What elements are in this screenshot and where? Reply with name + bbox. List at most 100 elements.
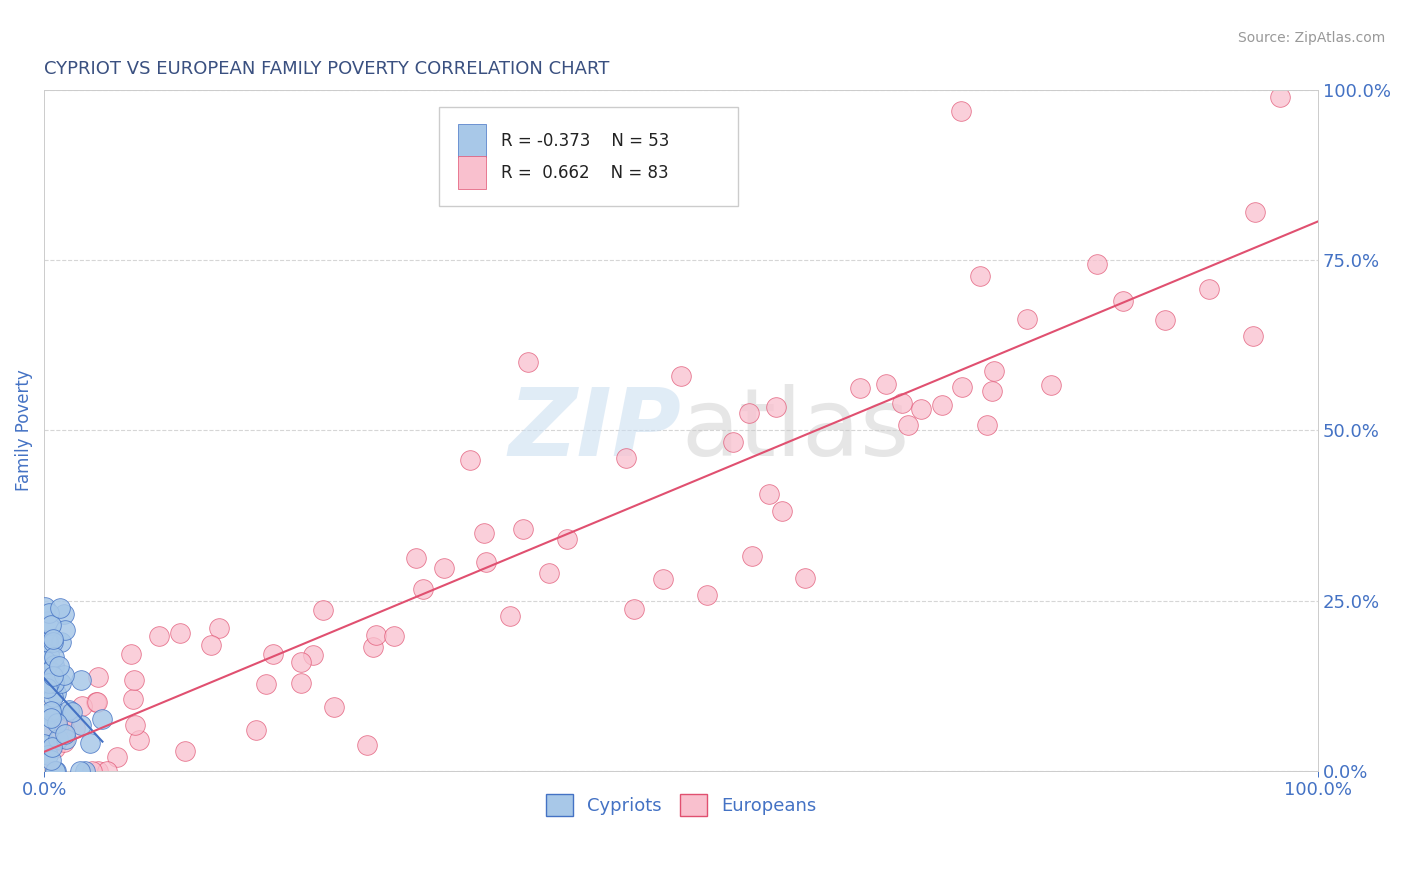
Point <box>875 376 897 391</box>
Point <box>460 453 482 467</box>
Point <box>70 698 93 713</box>
Point <box>38 606 60 620</box>
Point <box>42 658 65 673</box>
Point <box>1198 282 1220 296</box>
Point <box>42 690 65 704</box>
Point <box>1268 90 1291 104</box>
FancyBboxPatch shape <box>458 124 486 157</box>
Point <box>39 705 62 719</box>
Point <box>41 706 63 720</box>
Point <box>41 669 63 683</box>
Point <box>96 764 118 778</box>
Point <box>384 629 406 643</box>
Point <box>758 487 780 501</box>
Point <box>741 549 763 563</box>
Point <box>1015 312 1038 326</box>
Point <box>44 764 66 778</box>
Point <box>555 532 578 546</box>
Point <box>42 650 65 665</box>
Point <box>39 753 62 767</box>
Point <box>69 673 91 688</box>
Point <box>42 676 65 690</box>
Point <box>45 686 67 700</box>
Point <box>79 736 101 750</box>
Point <box>44 764 66 778</box>
Point <box>950 380 973 394</box>
Point <box>34 719 56 733</box>
Point <box>499 609 522 624</box>
Point <box>37 747 59 762</box>
Point <box>262 647 284 661</box>
Point <box>1154 313 1177 327</box>
Text: Source: ZipAtlas.com: Source: ZipAtlas.com <box>1237 31 1385 45</box>
Point <box>34 600 56 615</box>
Point <box>52 607 75 621</box>
Point <box>53 721 76 735</box>
Point <box>49 676 72 690</box>
Point <box>669 369 692 384</box>
Point <box>412 582 434 596</box>
Point <box>517 355 540 369</box>
Point <box>53 735 76 749</box>
Y-axis label: Family Poverty: Family Poverty <box>15 369 32 491</box>
Point <box>475 555 498 569</box>
Point <box>38 664 60 678</box>
Point <box>910 401 932 416</box>
Point <box>86 695 108 709</box>
Point <box>356 738 378 752</box>
Point <box>254 677 277 691</box>
Point <box>73 764 96 778</box>
Point <box>950 103 973 118</box>
Point <box>44 741 66 756</box>
Point <box>124 717 146 731</box>
Point <box>148 629 170 643</box>
Point <box>48 721 70 735</box>
Point <box>173 744 195 758</box>
Point <box>34 737 56 751</box>
Point <box>765 400 787 414</box>
Point <box>976 417 998 432</box>
Point <box>969 268 991 283</box>
Point <box>121 691 143 706</box>
Point <box>55 731 77 746</box>
Point <box>84 694 107 708</box>
Point <box>1085 257 1108 271</box>
Point <box>37 614 59 628</box>
Point <box>53 623 76 637</box>
Point <box>208 621 231 635</box>
Point <box>696 588 718 602</box>
Point <box>361 640 384 655</box>
Point <box>983 364 1005 378</box>
Point <box>52 667 75 681</box>
Point <box>245 723 267 737</box>
Point <box>48 658 70 673</box>
Point <box>472 525 495 540</box>
Text: R = -0.373    N = 53: R = -0.373 N = 53 <box>502 132 669 150</box>
Point <box>44 764 66 778</box>
Point <box>37 681 59 695</box>
Point <box>121 647 143 661</box>
Point <box>721 435 744 450</box>
Point <box>51 635 73 649</box>
Point <box>41 632 63 647</box>
Point <box>86 670 108 684</box>
Point <box>1241 329 1264 343</box>
Legend: Cypriots, Europeans: Cypriots, Europeans <box>538 787 824 823</box>
Point <box>366 627 388 641</box>
Point <box>169 626 191 640</box>
Point <box>770 504 793 518</box>
Point <box>38 647 60 661</box>
Point <box>931 398 953 412</box>
Point <box>651 572 673 586</box>
Point <box>38 675 60 690</box>
Point <box>44 706 66 720</box>
Point <box>60 706 83 720</box>
Point <box>69 764 91 778</box>
Text: CYPRIOT VS EUROPEAN FAMILY POVERTY CORRELATION CHART: CYPRIOT VS EUROPEAN FAMILY POVERTY CORRE… <box>44 60 609 78</box>
Point <box>890 395 912 409</box>
Point <box>58 707 80 722</box>
Point <box>432 561 454 575</box>
Point <box>44 659 66 673</box>
Point <box>122 673 145 688</box>
Point <box>322 699 344 714</box>
